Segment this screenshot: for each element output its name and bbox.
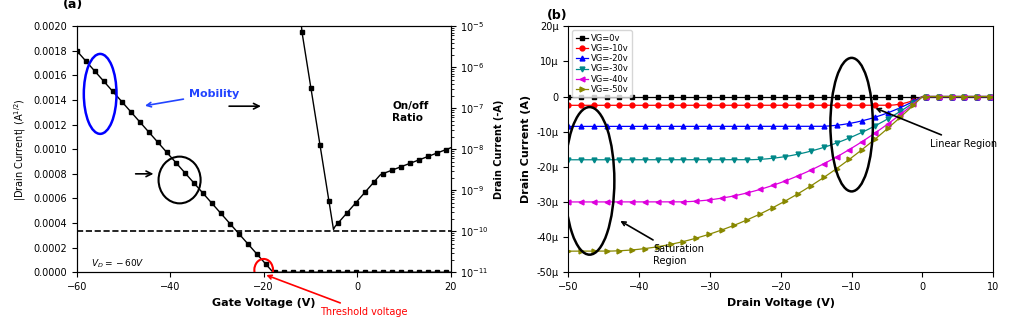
VG=-50v [767,206,779,210]
VG=0v [767,94,779,98]
VG=-20v [793,124,805,128]
VG=-10v [764,103,776,107]
VG=-30v [562,158,574,162]
Line: VG=-20v: VG=-20v [566,94,995,129]
Line: VG=-50v: VG=-50v [566,94,995,254]
VG=-30v [815,146,827,150]
VG=-30v [910,99,923,103]
VG=-10v [562,103,574,107]
Text: Mobility: Mobility [146,89,240,107]
VG=-20v [764,124,776,128]
VG=-30v [764,156,776,160]
Text: (a): (a) [62,0,83,11]
VG=0v [764,94,776,98]
VG=-50v [764,207,776,211]
VG=-20v [987,94,999,98]
VG=0v [910,94,923,98]
VG=-40v [764,184,776,188]
Y-axis label: Drain Current (A): Drain Current (A) [521,95,530,203]
Y-axis label: $|\rm{Drain\ Current}|\ (\rm{A}^{1/2})$: $|\rm{Drain\ Current}|\ (\rm{A}^{1/2})$ [12,98,28,201]
Y-axis label: Drain Current (-A): Drain Current (-A) [495,100,504,199]
Line: VG=-40v: VG=-40v [566,94,995,204]
VG=-50v [793,192,805,195]
VG=0v [987,94,999,98]
VG=-10v [793,103,805,107]
VG=-50v [978,94,990,98]
Line: VG=0v: VG=0v [566,94,995,99]
VG=-50v [562,249,574,253]
Line: VG=-10v: VG=-10v [566,94,995,108]
VG=-10v [910,97,923,101]
Text: Linear Region: Linear Region [878,109,996,149]
VG=-20v [815,124,827,128]
VG=-40v [910,99,923,103]
Line: VG=-30v: VG=-30v [566,94,995,162]
VG=-20v [562,124,574,128]
Text: (b): (b) [547,9,567,22]
VG=-40v [916,94,929,98]
Legend: VG=0v, VG=-10v, VG=-20v, VG=-30v, VG=-40v, VG=-50v: VG=0v, VG=-10v, VG=-20v, VG=-30v, VG=-40… [572,31,632,97]
VG=-40v [793,174,805,178]
VG=-40v [978,94,990,98]
VG=-10v [987,94,999,98]
VG=-20v [916,94,929,98]
VG=-50v [910,100,923,104]
VG=-10v [916,94,929,98]
VG=-40v [987,94,999,98]
VG=0v [815,94,827,98]
Text: Saturation
Region: Saturation Region [622,222,705,266]
VG=-10v [815,103,827,107]
VG=-30v [767,156,779,160]
VG=-20v [910,98,923,102]
VG=-40v [562,200,574,204]
VG=-30v [978,94,990,98]
X-axis label: Gate Voltage (V): Gate Voltage (V) [212,297,315,308]
X-axis label: Drain Voltage (V): Drain Voltage (V) [727,297,835,308]
VG=0v [562,94,574,98]
VG=-10v [978,94,990,98]
VG=-40v [815,163,827,167]
VG=-50v [916,94,929,98]
VG=-10v [767,103,779,107]
VG=-30v [916,94,929,98]
VG=-30v [793,152,805,156]
VG=-50v [815,177,827,181]
Text: On/off
Ratio: On/off Ratio [392,101,428,123]
VG=0v [793,94,805,98]
VG=-50v [987,94,999,98]
VG=-40v [767,183,779,187]
Text: Threshold voltage: Threshold voltage [268,275,408,317]
VG=0v [977,94,989,98]
VG=-30v [987,94,999,98]
VG=-20v [978,94,990,98]
Text: $V_D = -60V$: $V_D = -60V$ [91,258,144,270]
VG=-20v [767,124,779,128]
